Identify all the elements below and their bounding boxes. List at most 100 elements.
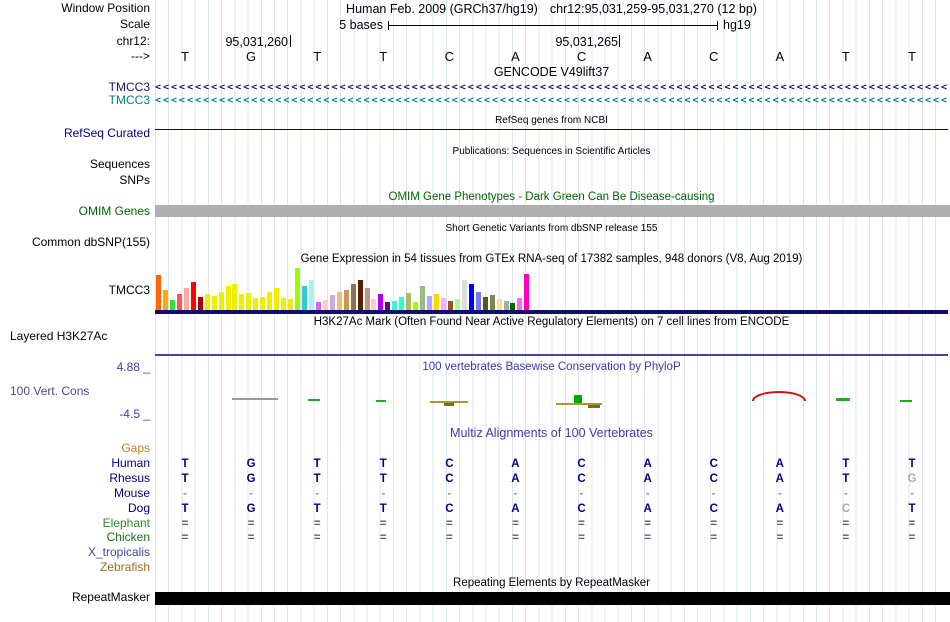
- gtex-expression-bar[interactable]: [239, 294, 245, 310]
- gtex-expression-bar[interactable]: [288, 299, 294, 310]
- gtex-expression-bar[interactable]: [447, 301, 453, 310]
- conservation-track-label[interactable]: 100 Vert. Cons: [10, 384, 90, 398]
- gencode-track-title[interactable]: GENCODE V49lift37: [493, 65, 610, 79]
- gtex-expression-bar[interactable]: [156, 275, 161, 310]
- multiz-track-title[interactable]: Multiz Alignments of 100 Vertebrates: [450, 426, 653, 440]
- gtex-expression-bar[interactable]: [420, 286, 426, 310]
- omim-genes-bar[interactable]: [155, 205, 950, 217]
- refseq-gene-line[interactable]: [155, 129, 948, 130]
- gtex-expression-bar[interactable]: [274, 288, 280, 310]
- multiz-species-label[interactable]: Rhesus: [109, 470, 150, 485]
- alignment-base: -: [249, 487, 253, 500]
- gtex-expression-bar[interactable]: [524, 274, 530, 310]
- gtex-expression-bar[interactable]: [399, 297, 405, 310]
- gtex-expression-bar[interactable]: [371, 299, 377, 310]
- dbsnp-track-title[interactable]: Short Genetic Variants from dbSNP releas…: [445, 223, 658, 234]
- alignment-base: T: [842, 457, 850, 470]
- gtex-expression-bar[interactable]: [308, 280, 314, 310]
- gtex-expression-bar[interactable]: [211, 296, 217, 310]
- gtex-expression-bar[interactable]: [176, 294, 182, 310]
- gtex-expression-bar[interactable]: [295, 268, 300, 310]
- common-dbsnp-label[interactable]: Common dbSNP(155): [31, 235, 150, 249]
- multiz-species-label[interactable]: Elephant: [102, 515, 150, 530]
- gtex-expression-bar[interactable]: [343, 290, 349, 310]
- refseq-curated-label[interactable]: RefSeq Curated: [63, 126, 150, 140]
- omim-genes-label[interactable]: OMIM Genes: [78, 204, 150, 218]
- gtex-expression-bar[interactable]: [350, 284, 356, 310]
- gtex-expression-bar[interactable]: [197, 297, 203, 310]
- gtex-track-title[interactable]: Gene Expression in 54 tissues from GTEx …: [300, 253, 803, 265]
- gtex-expression-bar[interactable]: [503, 301, 509, 310]
- repeatmasker-track-title[interactable]: Repeating Elements by RepeatMasker: [453, 577, 650, 589]
- layered-h3k27ac-label[interactable]: Layered H3K27Ac: [10, 329, 108, 343]
- gtex-expression-bar[interactable]: [225, 286, 231, 310]
- gtex-expression-bar[interactable]: [218, 292, 224, 310]
- gencode-transcript-arrows[interactable]: <<<<<<<<<<<<<<<<<<<<<<<<<<<<<<<<<<<<<<<<…: [155, 82, 948, 93]
- sequences-track-label[interactable]: Sequences: [89, 157, 150, 171]
- gtex-expression-bar[interactable]: [413, 302, 419, 310]
- gtex-expression-bar[interactable]: [301, 286, 307, 310]
- alignment-base: =: [644, 517, 651, 530]
- alignment-base: T: [379, 472, 387, 485]
- gtex-expression-bar[interactable]: [406, 293, 412, 310]
- gtex-expression-bar[interactable]: [468, 284, 474, 310]
- gtex-expression-bar[interactable]: [440, 298, 446, 310]
- gtex-expression-bar[interactable]: [315, 302, 321, 310]
- multiz-species-label[interactable]: Gaps: [121, 441, 150, 455]
- gtex-expression-bar[interactable]: [183, 288, 189, 310]
- gtex-expression-bar[interactable]: [329, 295, 335, 310]
- gencode-transcript-arrows[interactable]: <<<<<<<<<<<<<<<<<<<<<<<<<<<<<<<<<<<<<<<<…: [155, 95, 948, 106]
- gtex-expression-bar[interactable]: [482, 297, 488, 310]
- gencode-gene-label[interactable]: TMCC3: [108, 93, 150, 107]
- gtex-expression-bar[interactable]: [489, 295, 495, 310]
- gtex-gene-model-bar[interactable]: [155, 310, 948, 314]
- gtex-expression-bar[interactable]: [475, 292, 481, 310]
- alignment-base: T: [181, 502, 189, 515]
- publications-track-title[interactable]: Publications: Sequences in Scientific Ar…: [452, 146, 651, 157]
- gtex-expression-bar[interactable]: [336, 292, 342, 310]
- gtex-gene-label[interactable]: TMCC3: [108, 283, 150, 297]
- gtex-expression-bar[interactable]: [267, 292, 273, 310]
- base-letter: T: [841, 49, 850, 64]
- base-letter: C: [444, 49, 455, 64]
- gtex-expression-bar[interactable]: [253, 298, 259, 310]
- multiz-species-label[interactable]: X_tropicalis: [87, 545, 150, 560]
- gtex-expression-bar[interactable]: [392, 301, 398, 310]
- gtex-expression-bar[interactable]: [260, 297, 266, 310]
- gtex-expression-bar[interactable]: [427, 296, 433, 310]
- gtex-expression-bar[interactable]: [281, 298, 287, 310]
- gtex-expression-bar[interactable]: [169, 300, 175, 310]
- multiz-species-label[interactable]: Dog: [127, 500, 150, 515]
- gtex-expression-bar[interactable]: [461, 280, 467, 310]
- gtex-expression-bar[interactable]: [204, 294, 210, 310]
- gtex-expression-bar[interactable]: [385, 302, 391, 310]
- omim-track-title[interactable]: OMIM Gene Phenotypes - Dark Green Can Be…: [388, 191, 715, 203]
- conservation-track-title[interactable]: 100 vertebrates Basewise Conservation by…: [422, 361, 681, 373]
- strand-direction-label: --->: [131, 49, 150, 63]
- multiz-species-label[interactable]: Chicken: [106, 530, 150, 545]
- gtex-expression-bar[interactable]: [454, 299, 460, 310]
- multiz-species-label[interactable]: Zebrafish: [99, 560, 150, 575]
- repeatmasker-elements-bar[interactable]: [155, 592, 950, 605]
- gtex-expression-bar[interactable]: [364, 288, 370, 310]
- repeatmasker-label[interactable]: RepeatMasker: [71, 590, 150, 604]
- gtex-expression-bar[interactable]: [434, 294, 439, 310]
- refseq-track-title[interactable]: RefSeq genes from NCBI: [495, 115, 608, 126]
- gtex-expression-bar[interactable]: [232, 284, 238, 310]
- multiz-species-label[interactable]: Human: [111, 455, 150, 470]
- gtex-expression-bar[interactable]: [517, 298, 523, 310]
- gtex-expression-bar[interactable]: [378, 294, 384, 310]
- multiz-species-label[interactable]: Mouse: [113, 485, 150, 500]
- snps-track-label[interactable]: SNPs: [119, 173, 150, 187]
- gtex-expression-bar[interactable]: [357, 280, 363, 310]
- alignment-base: T: [379, 502, 387, 515]
- h3k27ac-track-title[interactable]: H3K27Ac Mark (Often Found Near Active Re…: [313, 316, 790, 328]
- gtex-expression-bar[interactable]: [246, 293, 252, 310]
- gtex-expression-bar[interactable]: [162, 290, 168, 310]
- gtex-expression-bar[interactable]: [190, 282, 196, 310]
- gtex-expression-bar[interactable]: [496, 299, 502, 310]
- gtex-expression-bar[interactable]: [510, 303, 516, 310]
- alignment-base: G: [246, 502, 256, 515]
- gencode-gene-label[interactable]: TMCC3: [108, 80, 150, 94]
- gtex-expression-bar[interactable]: [322, 300, 328, 310]
